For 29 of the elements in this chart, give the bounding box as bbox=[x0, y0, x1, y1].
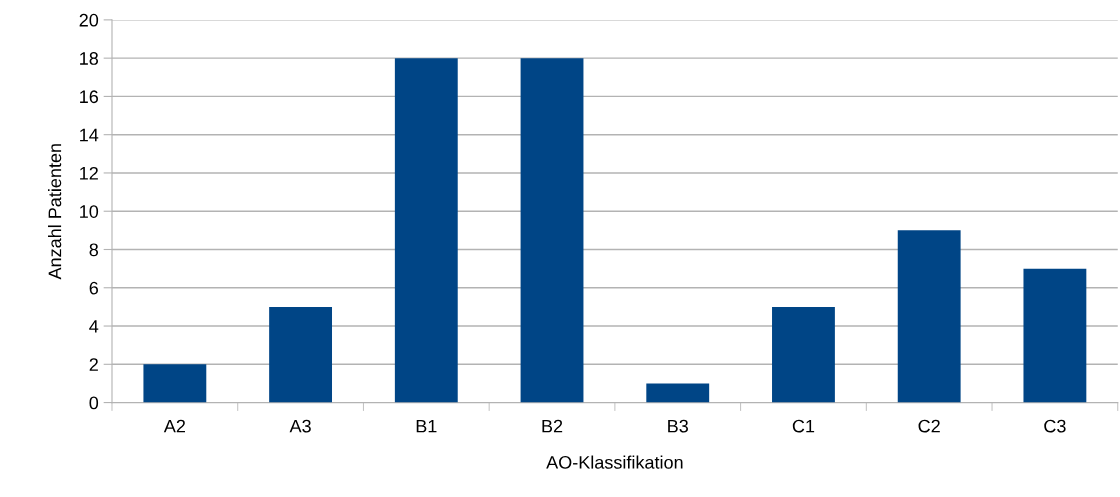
y-tick-label: 14 bbox=[80, 128, 99, 142]
x-tick-label: C2 bbox=[918, 419, 940, 433]
y-axis-title: Anzahl Patienten bbox=[48, 144, 62, 280]
bar bbox=[897, 230, 961, 403]
y-tick-label: 12 bbox=[80, 166, 98, 180]
y-tick-label: 8 bbox=[89, 243, 99, 257]
x-tick-label: A3 bbox=[289, 419, 311, 433]
y-tick-label: 10 bbox=[80, 205, 99, 218]
bar bbox=[394, 58, 458, 403]
bar bbox=[646, 383, 710, 403]
y-tick-label: 0 bbox=[89, 396, 99, 410]
bar bbox=[143, 364, 207, 403]
x-tick-label: B3 bbox=[668, 419, 688, 433]
x-tick-label: A2 bbox=[163, 419, 185, 433]
x-tick-label: B2 bbox=[542, 419, 563, 433]
y-tick-label: 4 bbox=[89, 320, 99, 333]
y-tick-label: 16 bbox=[80, 90, 99, 104]
bar bbox=[1023, 268, 1087, 403]
y-tick-label: 20 bbox=[79, 13, 99, 27]
y-tick-label: 6 bbox=[89, 281, 99, 295]
x-axis-title: AO-Klassifikation bbox=[546, 455, 683, 469]
bar bbox=[520, 58, 584, 403]
x-tick-label: B1 bbox=[416, 419, 437, 433]
y-tick-label: 18 bbox=[80, 52, 99, 65]
y-tick-label: 2 bbox=[89, 358, 98, 371]
bar bbox=[269, 306, 333, 403]
bar bbox=[772, 306, 835, 403]
x-tick-label: C1 bbox=[792, 419, 815, 433]
x-tick-label: C3 bbox=[1044, 419, 1066, 433]
